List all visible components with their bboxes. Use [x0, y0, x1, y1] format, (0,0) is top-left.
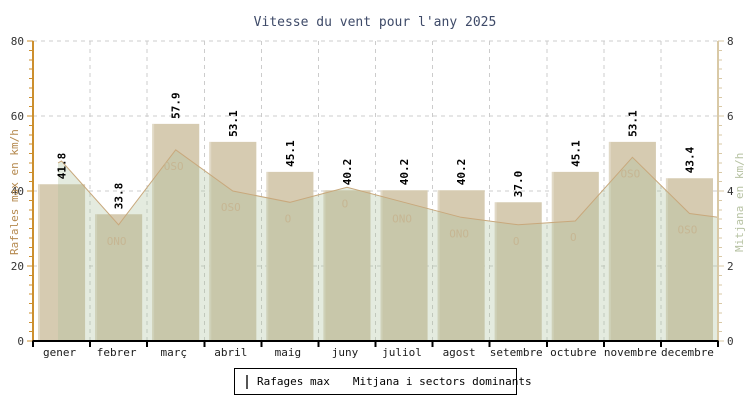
sector-label: OSO [620, 167, 640, 180]
bar-value-label: 45.1 [569, 140, 582, 167]
bar-highlight [38, 184, 40, 341]
sector-label: ONO [107, 235, 127, 248]
legend-line-label: Mitjana i sectors dominants [352, 375, 532, 388]
bar-highlight [608, 141, 611, 341]
right-tick-label: 8 [727, 35, 734, 48]
right-tick-label: 6 [727, 110, 734, 123]
bar-value-label: 37.0 [512, 171, 525, 198]
month-label-juliol: juliol [382, 346, 422, 359]
sector-label: OSO [678, 224, 698, 237]
month-label-juny: juny [332, 346, 359, 359]
month-label-octubre: octubre [550, 346, 596, 359]
bar-value-label: 53.1 [227, 110, 240, 137]
bar-value-label: 40.2 [455, 159, 468, 186]
bar-highlight [665, 178, 668, 341]
sector-label: O [570, 231, 577, 244]
bar-value-label: 53.1 [626, 110, 639, 137]
bar-febrer [95, 214, 143, 341]
legend: Rafages max Mitjana i sectors dominants [234, 368, 532, 395]
right-tick-label: 0 [727, 335, 734, 348]
sector-label: O [342, 197, 349, 210]
mitjana-line [57, 149, 719, 226]
sector-label: ONO [392, 212, 412, 225]
bar-abril [209, 141, 257, 341]
left-tick-label: 0 [17, 335, 24, 348]
bar-highlight [380, 190, 383, 341]
bar-maig [266, 171, 314, 341]
bar-highlight [209, 141, 212, 341]
left-tick-label: 80 [11, 35, 24, 48]
bar-highlight [266, 171, 269, 341]
bar-value-label: 40.2 [341, 159, 354, 186]
legend-bar-swatch-icon [246, 374, 248, 389]
bar-value-label: 45.1 [284, 140, 297, 167]
right-tick-label: 4 [727, 185, 734, 198]
sector-label: OSO [164, 160, 184, 173]
sector-label: ONO [449, 227, 469, 240]
bar-value-label: 40.2 [398, 159, 411, 186]
month-label-maig: maig [275, 346, 302, 359]
bar-juny [323, 190, 371, 341]
bar-highlight [494, 202, 497, 341]
y-axis-right-label: Mitjana en km/h [733, 152, 746, 252]
bar-juliol [380, 190, 428, 341]
legend-bar-label: Rafages max [257, 375, 330, 388]
bar-value-label: 33.8 [113, 183, 126, 210]
bar-març [152, 123, 200, 341]
bar-setembre [494, 202, 542, 341]
left-tick-label: 20 [11, 260, 24, 273]
sector-label: O [285, 212, 292, 225]
bar-gener [38, 184, 86, 341]
y-axis-left-label: Rafales max en km/h [8, 129, 21, 255]
month-label-febrer: febrer [97, 346, 137, 359]
bar-agost [437, 190, 485, 341]
right-tick-label: 2 [727, 260, 734, 273]
mitjana-area [58, 149, 718, 341]
bar-value-label: 43.4 [683, 146, 696, 173]
bar-decembre [665, 178, 713, 341]
sector-label: OSO [221, 201, 241, 214]
left-tick-label: 40 [11, 185, 24, 198]
bar-highlight [152, 123, 155, 341]
month-label-agost: agost [443, 346, 476, 359]
bar-value-label: 41.8 [56, 153, 69, 180]
sector-label: O [513, 235, 520, 248]
bar-octubre [551, 171, 599, 341]
month-label-abril: abril [214, 346, 247, 359]
bar-highlight [323, 190, 326, 341]
month-label-novembre: novembre [604, 346, 657, 359]
left-tick-label: 60 [11, 110, 24, 123]
bar-highlight [551, 171, 554, 341]
bar-highlight [95, 214, 98, 341]
month-label-setembre: setembre [490, 346, 543, 359]
month-label-decembre: decembre [661, 346, 714, 359]
bar-highlight [437, 190, 440, 341]
month-label-gener: gener [43, 346, 76, 359]
month-label-març: març [160, 346, 187, 359]
bar-value-label: 57.9 [170, 92, 183, 119]
chart-title: Vitesse du vent pour l'any 2025 [253, 15, 497, 30]
